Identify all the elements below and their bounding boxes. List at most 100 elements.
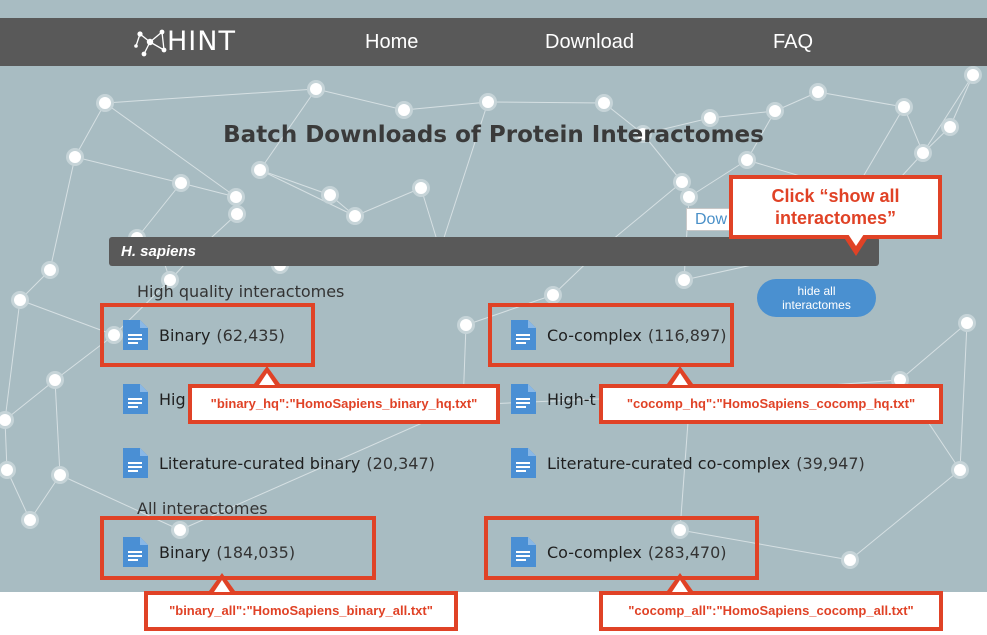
high-quality-heading: High quality interactomes xyxy=(137,282,345,301)
network-node xyxy=(674,524,686,536)
network-edge xyxy=(315,88,405,111)
network-edge xyxy=(354,187,422,217)
file-cocomplex-all[interactable]: Co-complex (283,470) xyxy=(509,536,727,568)
file-label: High-t xyxy=(547,389,596,409)
nav-faq-link[interactable]: FAQ xyxy=(773,31,814,53)
network-node xyxy=(894,374,906,386)
network-logo-icon xyxy=(134,29,167,57)
file-binary-all[interactable]: Binary (184,035) xyxy=(121,536,295,568)
network-edge xyxy=(642,133,683,183)
file-cocomplex-hq[interactable]: Co-complex (116,897) xyxy=(509,319,727,351)
instruction-callout-pointer xyxy=(843,234,869,256)
instruction-callout: Click “show all interactomes” xyxy=(729,175,942,239)
network-node xyxy=(482,96,494,108)
network-node xyxy=(954,464,966,476)
network-node xyxy=(844,554,856,566)
network-node xyxy=(14,294,26,306)
network-edge xyxy=(259,169,356,217)
network-edge xyxy=(49,156,76,271)
network-edge xyxy=(439,101,489,251)
file-document-icon xyxy=(123,320,148,350)
file-count: (20,347) xyxy=(366,453,435,473)
cocomp-hq-callout-pointer xyxy=(667,366,693,385)
network-node xyxy=(24,514,36,526)
network-node xyxy=(398,104,410,116)
file-document-icon xyxy=(123,537,148,567)
network-node xyxy=(812,86,824,98)
network-edge xyxy=(104,88,317,104)
network-edge xyxy=(4,299,21,421)
species-header[interactable]: H. sapiens xyxy=(109,237,879,266)
binary-all-callout-pointer xyxy=(209,573,235,592)
network-node xyxy=(0,414,11,426)
network-edge xyxy=(4,379,56,421)
network-edge xyxy=(54,334,115,381)
network-node xyxy=(676,176,688,188)
network-edge xyxy=(104,102,237,198)
binary-hq-callout-pointer xyxy=(254,366,280,385)
file-label: Co-complex xyxy=(547,542,642,562)
network-edge xyxy=(259,88,317,171)
network-edge xyxy=(688,159,748,198)
network-node xyxy=(917,147,929,159)
network-node xyxy=(944,121,956,133)
binary-all-callout-text: "binary_all":"HomoSapiens_binary_all.txt… xyxy=(169,603,433,618)
cocomp-all-callout-text: "cocomp_all":"HomoSapiens_cocomp_all.txt… xyxy=(628,603,914,618)
network-node xyxy=(704,112,716,124)
network-edge xyxy=(465,294,554,326)
network-edge xyxy=(849,469,961,561)
hide-all-interactomes-button[interactable]: hide all interactomes xyxy=(757,279,876,317)
file-document-icon xyxy=(511,537,536,567)
binary-hq-callout-text: "binary_hq":"HomoSapiens_binary_hq.txt" xyxy=(210,396,478,411)
network-node xyxy=(1,464,13,476)
file-count: (184,035) xyxy=(216,542,296,562)
cocomp-all-callout-pointer xyxy=(667,573,693,592)
file-high-throughput-binary[interactable]: Hig xyxy=(121,383,186,415)
network-node xyxy=(324,189,336,201)
logo-text: HINT xyxy=(167,26,236,57)
network-edge xyxy=(746,110,776,161)
network-edge xyxy=(29,474,61,521)
file-document-icon xyxy=(123,448,148,478)
page-title: Batch Downloads of Protein Interactomes xyxy=(223,122,764,148)
instruction-text: Click “show all interactomes” xyxy=(771,186,900,228)
network-node xyxy=(54,469,66,481)
network-node xyxy=(637,128,649,140)
network-node xyxy=(349,210,361,222)
file-label: Co-complex xyxy=(547,325,642,345)
file-label: Binary xyxy=(159,325,211,345)
nav-download-link[interactable]: Download xyxy=(545,31,634,53)
hint-logo[interactable]: HINT xyxy=(134,24,259,60)
network-edge xyxy=(642,117,711,135)
network-edge xyxy=(179,404,464,531)
network-edge xyxy=(679,529,851,561)
file-high-throughput-cocomplex[interactable]: High-t xyxy=(509,383,596,415)
cocomp-hq-callout-text: "cocomp_hq":"HomoSapiens_cocomp_hq.txt" xyxy=(626,396,916,411)
network-node xyxy=(108,329,120,341)
file-label: Hig xyxy=(159,389,186,409)
toggle-button-label: hide all interactomes xyxy=(782,284,851,312)
network-node xyxy=(254,164,266,176)
file-document-icon xyxy=(511,448,536,478)
file-literature-cocomplex[interactable]: Literature-curated co-complex (39,947) xyxy=(509,447,865,479)
network-edge xyxy=(54,379,61,476)
nav-home-link[interactable]: Home xyxy=(365,31,419,53)
network-node xyxy=(598,97,610,109)
network-node xyxy=(49,374,61,386)
file-label: Binary xyxy=(159,542,211,562)
file-label: Literature-curated co-complex xyxy=(547,453,791,473)
network-node xyxy=(44,264,56,276)
network-node xyxy=(99,97,111,109)
network-node xyxy=(175,177,187,189)
file-document-icon xyxy=(511,320,536,350)
network-node xyxy=(69,151,81,163)
network-node xyxy=(415,182,427,194)
file-count: (39,947) xyxy=(796,453,865,473)
file-literature-binary[interactable]: Literature-curated binary (20,347) xyxy=(121,447,435,479)
binary-hq-callout: "binary_hq":"HomoSapiens_binary_hq.txt" xyxy=(188,384,500,424)
file-binary-hq[interactable]: Binary (62,435) xyxy=(121,319,285,351)
file-count: (62,435) xyxy=(216,325,285,345)
network-edge xyxy=(59,474,181,531)
all-interactomes-heading: All interactomes xyxy=(137,499,268,518)
network-edge xyxy=(959,322,968,471)
